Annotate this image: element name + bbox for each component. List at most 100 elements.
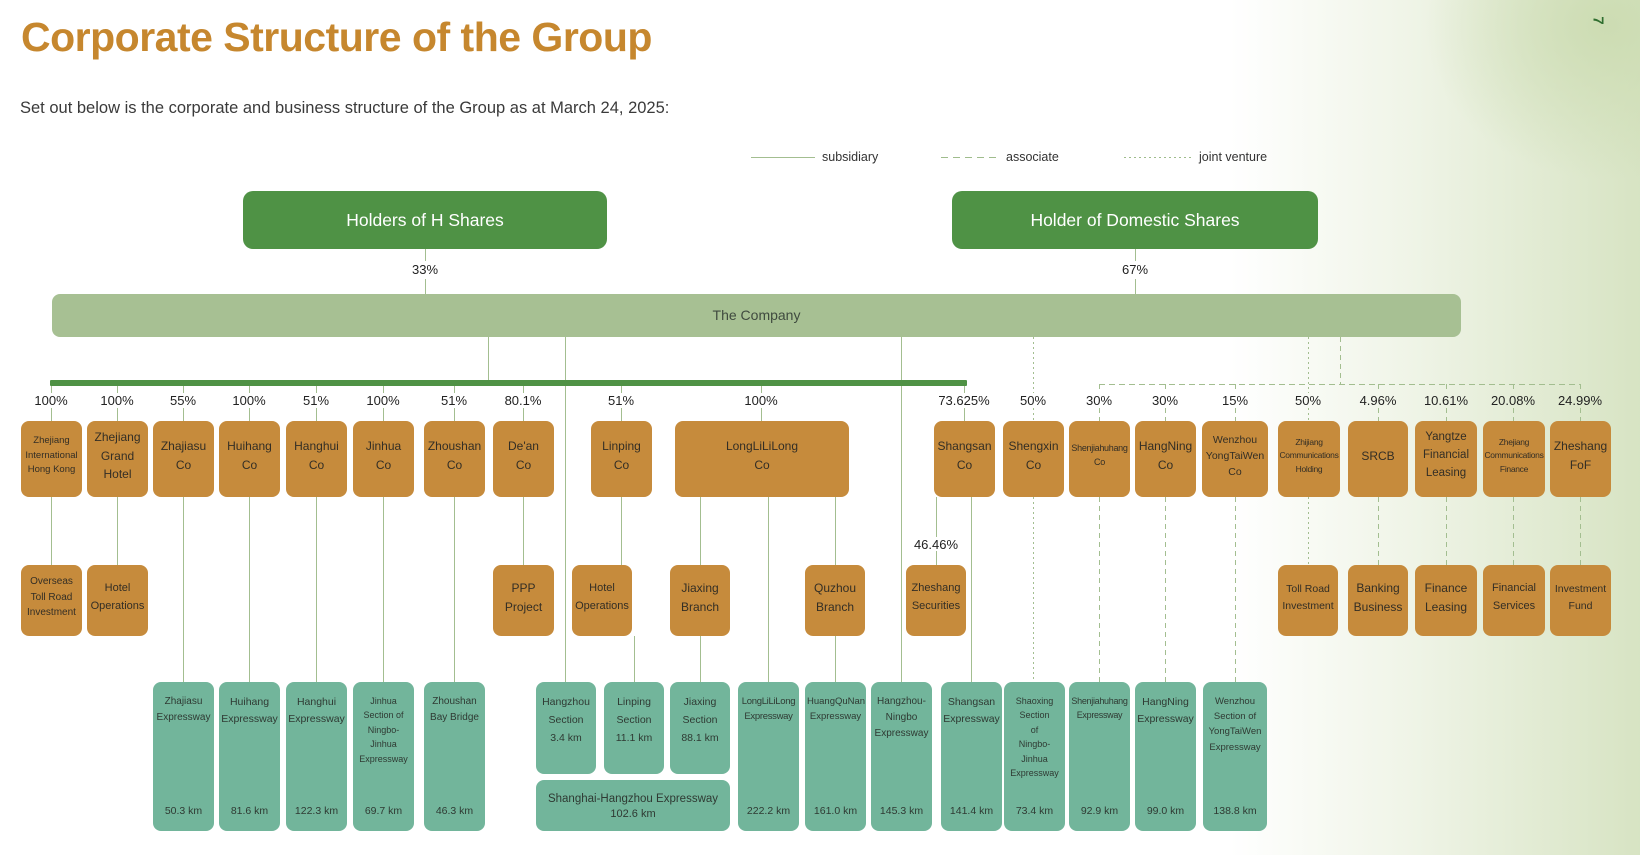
finance-leasing-label: Finance Leasing xyxy=(1424,580,1468,614)
hangning-expressway-label: HangNing Expressway xyxy=(1137,696,1194,725)
connector-line-solid xyxy=(425,279,426,294)
legend-label-joint-venture: joint venture xyxy=(1199,150,1268,164)
connector-line-dotted xyxy=(1308,497,1309,565)
connector-line-dashed xyxy=(1235,408,1236,421)
connector-line-solid xyxy=(249,386,250,393)
hangzhou-section-label: Hangzhou Section xyxy=(542,696,590,726)
legend-item-joint-venture: joint venture xyxy=(1124,150,1267,164)
pct-hangning: 30% xyxy=(1151,393,1179,408)
connector-line-solid xyxy=(700,497,701,565)
connector-line-solid xyxy=(383,497,384,682)
wenzhou-yongtaiwen-co: Wenzhou YongTaiWen Co xyxy=(1202,421,1268,497)
pct-yangtze: 10.61% xyxy=(1423,393,1469,408)
connector-line-solid xyxy=(936,497,937,537)
pct-longlililong: 100% xyxy=(744,393,778,408)
connector-line-dashed xyxy=(1099,497,1100,682)
zheshang-securities: Zheshang Securities xyxy=(906,565,966,636)
wenzhou-section-yongtaiwen-km: 138.8 km xyxy=(1213,805,1257,817)
connector-line-solid xyxy=(523,408,524,421)
linping-section: Linping Section 11.1 km xyxy=(604,682,664,774)
yangtze-financial-leasing: Yangtze Financial Leasing xyxy=(1415,421,1477,497)
huangqunan-expressway: HuangQuNan Expressway 161.0 km xyxy=(805,682,866,831)
pct-dean: 80.1% xyxy=(504,393,542,408)
connector-line-dashed xyxy=(1165,497,1166,682)
zhoushan-bay-bridge: Zhoushan Bay Bridge 46.3 km xyxy=(424,682,485,831)
zhijiang-communications-holding-label: Zhijiang Communications Holding xyxy=(1279,437,1339,474)
connector-line-solid xyxy=(316,386,317,393)
hangning-expressway-km: 99.0 km xyxy=(1146,805,1185,817)
holder-of-domestic-shares: Holder of Domestic Shares xyxy=(952,191,1318,249)
page-title: Corporate Structure of the Group xyxy=(21,14,652,60)
legend-dotted-line-icon xyxy=(1124,156,1192,158)
jinhua-section-ningbo-jinhua-km: 69.7 km xyxy=(364,805,403,817)
jinhua-section-ningbo-jinhua: Jinhua Section of Ningbo-Jinhua Expressw… xyxy=(353,682,414,831)
connector-line-solid xyxy=(835,636,836,682)
pct-domestic-shares: 67% xyxy=(1121,262,1149,277)
hanghui-co: Hanghui Co xyxy=(286,421,347,497)
ppp-project-label: PPP Project xyxy=(504,580,543,614)
hotel-operations-2-label: Hotel Operations xyxy=(575,582,629,612)
the-company: The Company xyxy=(52,294,1461,337)
zheshang-fof-label: Zheshang FoF xyxy=(1553,439,1608,472)
connector-line-solid xyxy=(117,386,118,393)
connector-line-solid xyxy=(761,386,762,393)
shenjiahuhang-expressway-label: Shenjiahuhang Expressway xyxy=(1071,696,1128,721)
connector-line-solid xyxy=(316,497,317,682)
shaoxing-section-ningbo-jinhua-km: 73.4 km xyxy=(1015,805,1054,817)
pct-zheshang-securities: 46.46% xyxy=(913,537,959,552)
pct-zhejiang-grand-hotel: 100% xyxy=(100,393,134,408)
connector-line-rail xyxy=(50,380,967,386)
hotel-operations-1: Hotel Operations xyxy=(87,565,148,636)
connector-line-solid xyxy=(964,408,965,421)
connector-line-solid xyxy=(183,386,184,393)
jinhua-co-label: Jinhua Co xyxy=(365,439,402,472)
shangsan-expressway-label: Shangsan Expressway xyxy=(943,696,1000,725)
zhajiasu-co: Zhajiasu Co xyxy=(153,421,214,497)
pct-zheshang-fof: 24.99% xyxy=(1557,393,1603,408)
zhejiang-communications-finance: Zhejiang Communications Finance xyxy=(1483,421,1545,497)
connector-line-dotted xyxy=(1033,497,1034,682)
investment-fund: Investment Fund xyxy=(1550,565,1611,636)
shengxin-co-label: Shengxin Co xyxy=(1008,439,1059,472)
zhoushan-bay-bridge-label: Zhoushan Bay Bridge xyxy=(430,696,479,723)
connector-line-solid xyxy=(964,386,965,393)
financial-services-label: Financial Services xyxy=(1491,582,1537,612)
connector-line-solid xyxy=(51,497,52,565)
shenjiahuhang-expressway: Shenjiahuhang Expressway 92.9 km xyxy=(1069,682,1130,831)
connector-line-dashed xyxy=(1513,384,1514,393)
zheshang-securities-label: Zheshang Securities xyxy=(911,582,961,612)
hanghui-expressway-label: Hanghui Expressway xyxy=(288,696,345,725)
longlililong-expressway: LongLiLiLong Expressway 222.2 km xyxy=(738,682,799,831)
financial-services: Financial Services xyxy=(1483,565,1545,636)
connector-line-dashed xyxy=(1378,408,1379,421)
connector-line-solid xyxy=(383,386,384,393)
shangsan-expressway-km: 141.4 km xyxy=(949,805,994,817)
pct-linping: 51% xyxy=(607,393,635,408)
connector-line-solid xyxy=(634,636,635,682)
shenjiahuhang-expressway-km: 92.9 km xyxy=(1080,805,1119,817)
quzhou-branch: Quzhou Branch xyxy=(805,565,865,636)
zhejiang-grand-hotel: Zhejiang Grand Hotel xyxy=(87,421,148,497)
wenzhou-yongtaiwen-co-label: Wenzhou YongTaiWen Co xyxy=(1205,433,1265,479)
srcb-label: SRCB xyxy=(1361,448,1395,463)
connector-line-solid xyxy=(523,497,524,565)
connector-line-dotted xyxy=(1308,408,1309,421)
longlililong-co: LongLiLiLong Co xyxy=(675,421,849,497)
hanghui-expressway-km: 122.3 km xyxy=(294,805,339,817)
connector-line-solid xyxy=(621,386,622,393)
connector-line-solid xyxy=(51,408,52,421)
connector-line-solid xyxy=(117,497,118,565)
connector-line-solid xyxy=(936,551,937,565)
connector-line-dashed xyxy=(1580,384,1581,393)
jiaxing-section-km: 88.1 km xyxy=(681,731,719,744)
connector-line-dotted xyxy=(1033,408,1034,421)
hangning-expressway: HangNing Expressway 99.0 km xyxy=(1135,682,1196,831)
connector-line-dashed xyxy=(1378,497,1379,565)
toll-road-investment-label: Toll Road Investment xyxy=(1282,583,1334,612)
banking-business-label: Banking Business xyxy=(1353,580,1403,614)
shanghai-hangzhou-expressway: Shanghai-Hangzhou Expressway 102.6 km xyxy=(536,780,730,831)
srcb: SRCB xyxy=(1348,421,1408,497)
zhejiang-communications-finance-label: Zhejiang Communications Finance xyxy=(1484,437,1544,474)
connector-line-solid xyxy=(700,636,701,682)
legend-item-subsidiary: subsidiary xyxy=(751,150,878,164)
